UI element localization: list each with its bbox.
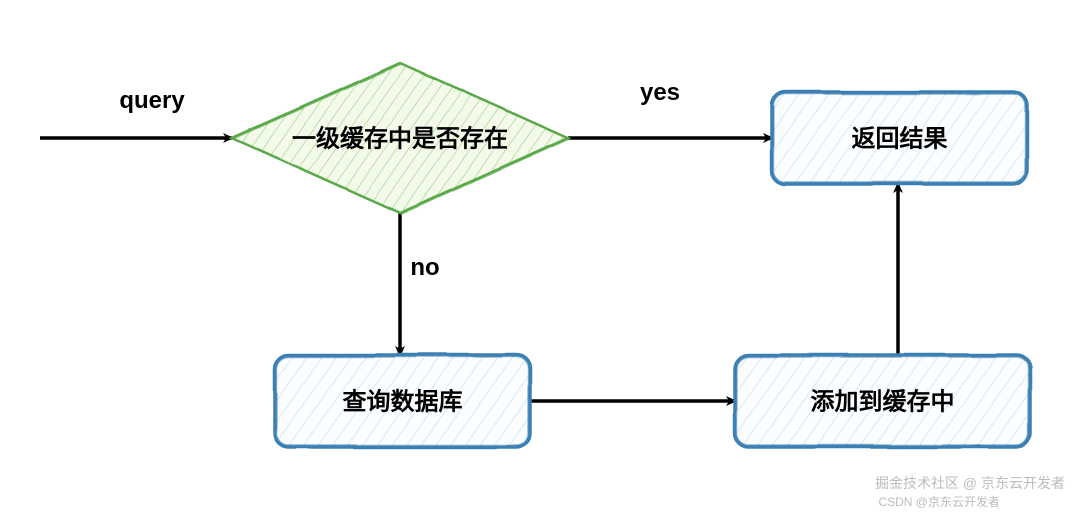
node-return-label: 返回结果 (852, 125, 948, 152)
edge-label-in_query: query (119, 87, 185, 114)
nodes-layer: 一级缓存中是否存在 返回结果查询数据库 添加到缓存中 (232, 63, 1030, 447)
watermark-line2: CSDN @京东云开发者 (878, 494, 1000, 509)
edge-label-dec_yes: yes (640, 79, 680, 106)
node-decision-label: 一级缓存中是否存在 (292, 124, 508, 152)
node-addcache-label: 添加到缓存中 (811, 387, 955, 415)
watermark-line1: 掘金技术社区 @ 京东云开发者 (875, 475, 1065, 491)
edge-label-dec_no: no (410, 254, 439, 281)
node-querydb-label: 查询数据库 (343, 388, 463, 415)
